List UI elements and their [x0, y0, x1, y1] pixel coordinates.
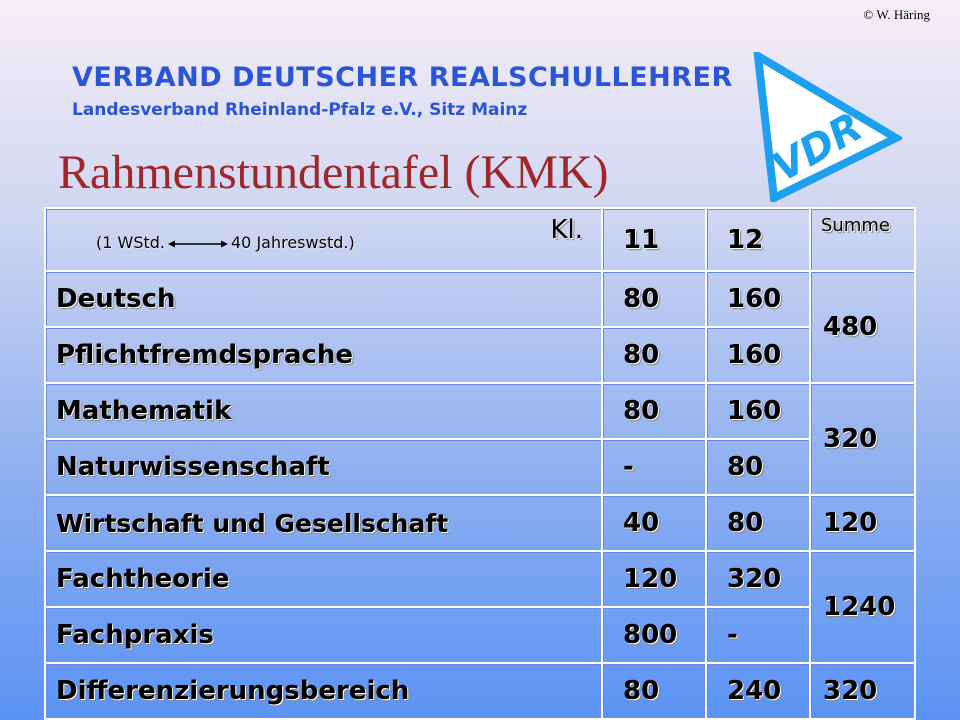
subject-cell: Differenzierungsbereich [44, 662, 603, 720]
class-label: Kl. [550, 215, 583, 245]
sum-value: 1240 [809, 550, 916, 664]
table-row: Mathematik 80 160 320 [44, 382, 916, 496]
grade-12-header: 12 [705, 207, 811, 272]
sum-value: 320 [809, 662, 916, 720]
sum-value: 480 [809, 270, 916, 384]
grade-12-value: 160 [705, 326, 811, 384]
grade-12-value: 240 [705, 662, 811, 720]
subject-cell: Fachpraxis [44, 606, 603, 664]
table-row: Fachpraxis 800 - [44, 606, 915, 664]
table-row: Pflichtfremdsprache 80 160 [44, 326, 915, 384]
grade-12-value: 160 [705, 382, 811, 440]
grade-11-value: 80 [601, 662, 707, 720]
sum-value: 120 [809, 494, 916, 552]
grade-12-value: 80 [705, 494, 811, 552]
subject-cell: Naturwissenschaft [44, 438, 603, 496]
organization-subtitle: Landesverband Rheinland-Pfalz e.V., Sitz… [72, 100, 528, 120]
sum-header: Summe [809, 207, 916, 272]
grade-11-value: 40 [601, 494, 707, 552]
grade-11-value: 120 [601, 550, 707, 608]
grade-12-value: - [705, 606, 811, 664]
grade-11-value: - [601, 438, 707, 496]
conversion-note: (1 WStd. 40 Jahreswstd.) [96, 233, 355, 252]
subject-cell: Wirtschaft und Gesellschaft [44, 494, 603, 552]
table-row: Fachtheorie 120 320 1240 [44, 550, 916, 664]
grade-12-value: 160 [705, 270, 811, 328]
grade-11-value: 80 [601, 326, 707, 384]
grade-11-value: 80 [601, 270, 707, 328]
table-row: Naturwissenschaft - 80 [44, 438, 915, 496]
subject-cell: Mathematik [44, 382, 603, 440]
table-row: Deutsch 80 160 480 [44, 270, 916, 384]
table-row: Wirtschaft und Gesellschaft 40 80 120 [44, 494, 916, 552]
header-label-cell: (1 WStd. 40 Jahreswstd.) Kl. [44, 207, 603, 272]
timetable: (1 WStd. 40 Jahreswstd.) Kl. 11 12 Summe … [44, 207, 916, 720]
page-title: Rahmenstundentafel (KMK) [58, 146, 609, 199]
conversion-right: 40 Jahreswstd.) [231, 233, 355, 252]
grade-12-value: 320 [705, 550, 811, 608]
sum-value: 320 [809, 382, 916, 496]
subject-cell: Fachtheorie [44, 550, 603, 608]
subject-cell: Deutsch [44, 270, 603, 328]
grade-12-value: 80 [705, 438, 811, 496]
subject-cell: Pflichtfremdsprache [44, 326, 603, 384]
table-row: Differenzierungsbereich 80 240 320 [44, 662, 916, 720]
double-arrow-icon [168, 239, 228, 249]
vdr-logo: VDR [752, 52, 902, 202]
conversion-left: (1 WStd. [96, 233, 165, 252]
grade-11-value: 80 [601, 382, 707, 440]
copyright-note: © W. Häring [863, 7, 930, 22]
table-header-row: (1 WStd. 40 Jahreswstd.) Kl. 11 12 Summe [44, 207, 916, 272]
grade-11-value: 800 [601, 606, 707, 664]
organization-name: VERBAND DEUTSCHER REALSCHULLEHRER [72, 62, 733, 93]
grade-11-header: 11 [601, 207, 707, 272]
